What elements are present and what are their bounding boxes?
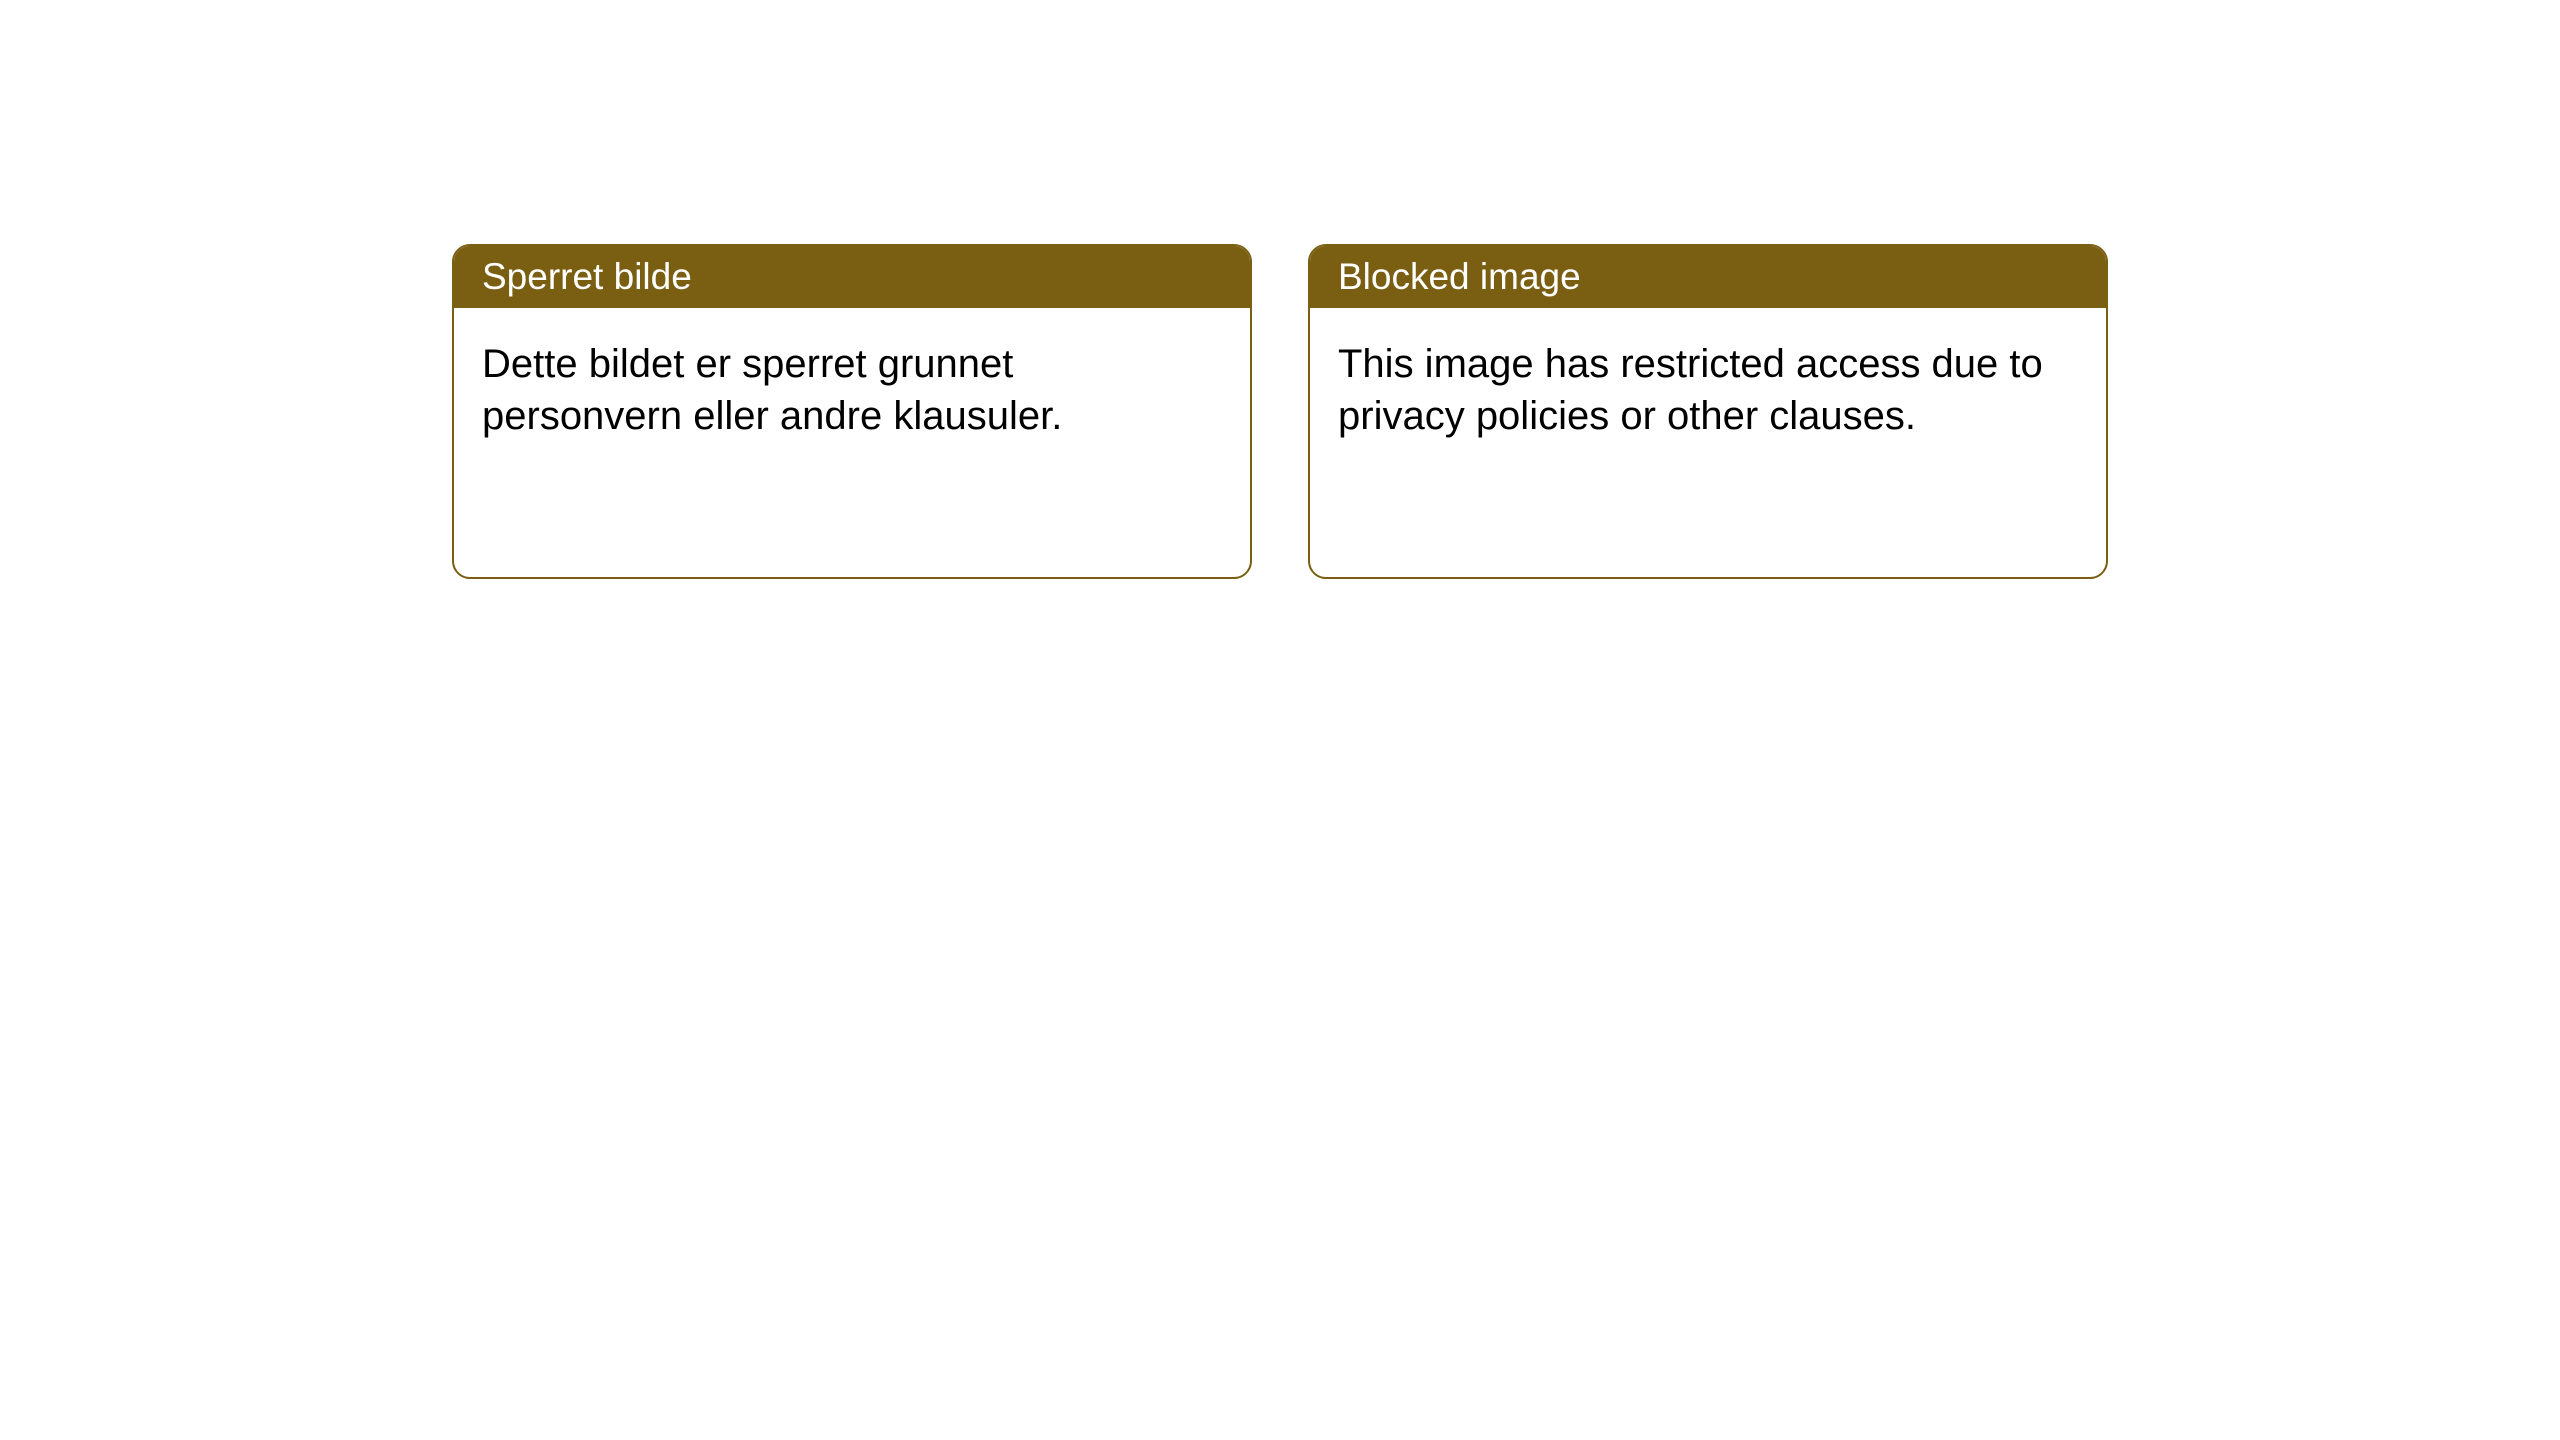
notice-card-english: Blocked image This image has restricted … (1308, 244, 2108, 579)
notice-header-norwegian: Sperret bilde (454, 246, 1250, 308)
notice-header-english: Blocked image (1310, 246, 2106, 308)
notice-body-norwegian: Dette bildet er sperret grunnet personve… (454, 308, 1250, 472)
notice-card-norwegian: Sperret bilde Dette bildet er sperret gr… (452, 244, 1252, 579)
notice-cards-row: Sperret bilde Dette bildet er sperret gr… (452, 244, 2108, 579)
notice-body-english: This image has restricted access due to … (1310, 308, 2106, 472)
